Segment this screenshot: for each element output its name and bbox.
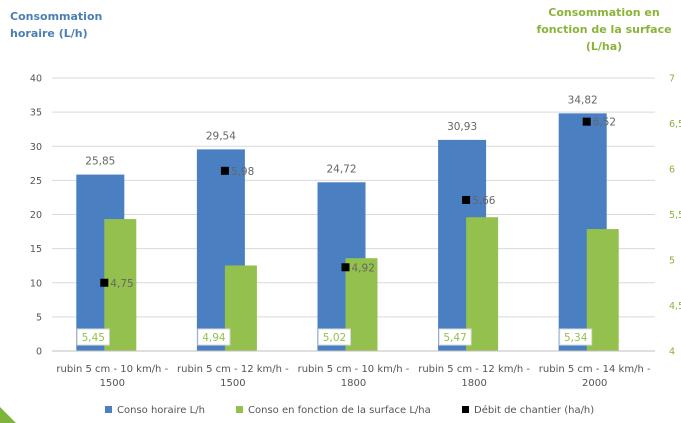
legend-label: Débit de chantier (ha/h) [474, 404, 594, 416]
legend-swatch [105, 406, 112, 413]
data-label-box-conso-surface [76, 328, 110, 346]
data-label-debit-chantier: 5,98 [231, 166, 254, 178]
left-axis-tick-label: 10 [30, 278, 42, 289]
left-axis-tick-label: 15 [30, 244, 42, 255]
right-axis-tick-label: 6,5 [669, 119, 681, 130]
right-axis-tick-label: 5 [669, 256, 675, 267]
right-axis-tick-label: 7 [669, 74, 675, 85]
data-label-conso-horaire: 24,72 [326, 163, 356, 175]
corner-decoration [0, 407, 16, 423]
left-axis-tick-label: 40 [30, 74, 42, 85]
data-label-box-conso-surface [438, 328, 472, 346]
data-label-conso-surface: 4,94 [202, 332, 226, 344]
category-label: rubin 5 cm - 14 km/h - [539, 364, 651, 375]
left-axis-tick-label: 0 [36, 347, 42, 358]
data-label-box-conso-surface [318, 328, 351, 346]
data-label-conso-horaire: 34,82 [568, 94, 598, 106]
left-axis-tick-label: 30 [30, 142, 42, 153]
data-label-conso-surface: 5,02 [323, 332, 346, 344]
category-label: 1800 [461, 378, 486, 389]
right-axis-title-line: fonction de la surface [536, 23, 672, 36]
right-axis-tick-label: 4 [669, 347, 675, 358]
data-label-conso-surface: 5,47 [443, 332, 466, 344]
data-label-debit-chantier: 4,75 [110, 278, 133, 290]
right-axis-tick-label: 4,5 [669, 301, 681, 312]
marker-debit-chantier [462, 195, 471, 204]
left-axis-tick-label: 5 [36, 312, 42, 323]
legend-label: Conso horaire L/h [117, 405, 205, 416]
category-label: 1800 [341, 378, 366, 389]
category-label: 2000 [582, 378, 607, 389]
data-label-debit-chantier: 6,52 [593, 117, 616, 129]
data-label-box-conso-surface [197, 328, 231, 346]
legend-swatch [462, 406, 469, 413]
data-label-debit-chantier: 4,92 [352, 262, 375, 274]
data-label-conso-horaire: 30,93 [447, 121, 477, 133]
right-axis-tick-label: 5,5 [669, 210, 681, 221]
marker-debit-chantier [582, 117, 591, 126]
right-axis-title: Consommation en fonction de la surface (… [529, 4, 679, 55]
category-label: rubin 5 cm - 12 km/h - [418, 364, 530, 375]
data-label-debit-chantier: 5,66 [472, 195, 496, 207]
right-axis-title-line: Consommation en [548, 6, 660, 19]
left-axis-title-line: horaire (L/h) [10, 27, 88, 40]
left-axis-tick-label: 25 [30, 176, 42, 187]
legend-label: Conso en fonction de la surface L/ha [248, 405, 431, 416]
data-label-box-conso-surface [559, 328, 593, 346]
data-label-conso-horaire: 29,54 [206, 130, 236, 142]
left-axis-tick-label: 20 [30, 210, 42, 221]
category-label: 1500 [220, 378, 245, 389]
category-label: rubin 5 cm - 12 km/h - [177, 364, 289, 375]
marker-debit-chantier [100, 278, 109, 287]
data-label-conso-horaire: 25,85 [85, 156, 115, 168]
marker-debit-chantier [341, 263, 350, 272]
left-axis-tick-label: 35 [30, 108, 42, 119]
left-axis-title-line: Consommation [10, 10, 103, 23]
category-label: rubin 5 cm - 10 km/h - [298, 364, 410, 375]
category-label: 1500 [100, 378, 125, 389]
category-label: rubin 5 cm - 10 km/h - [56, 364, 168, 375]
data-label-conso-surface: 5,45 [82, 332, 105, 344]
legend-swatch [236, 406, 243, 413]
left-axis-title: Consommation horaire (L/h) [10, 8, 120, 42]
data-label-conso-surface: 5,34 [564, 332, 588, 344]
right-axis-title-line: (L/ha) [585, 40, 623, 53]
right-axis-tick-label: 6 [669, 165, 675, 176]
marker-debit-chantier [220, 166, 229, 175]
